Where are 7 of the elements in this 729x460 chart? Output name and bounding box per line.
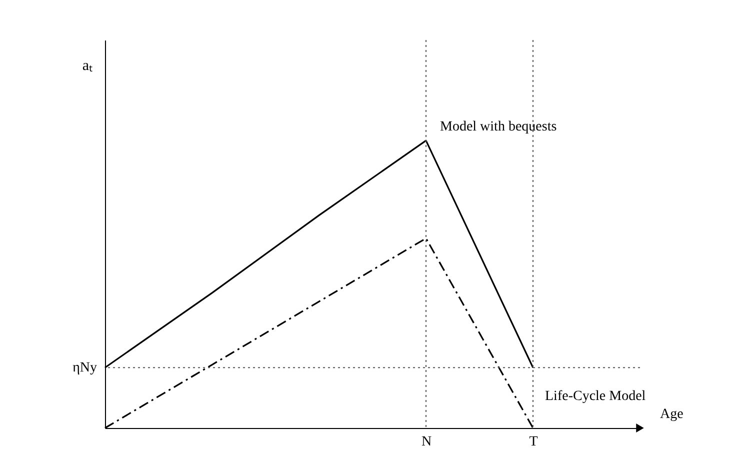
x-tick-label: T (529, 434, 538, 450)
y-axis-title: aₜ (82, 58, 93, 74)
series-label: Life-Cycle Model (545, 389, 646, 404)
x-axis-title: Age (660, 407, 684, 422)
ref-line-label: ηNy (72, 360, 97, 376)
x-tick-label: N (421, 434, 432, 450)
series-label: Model with bequests (440, 120, 557, 135)
